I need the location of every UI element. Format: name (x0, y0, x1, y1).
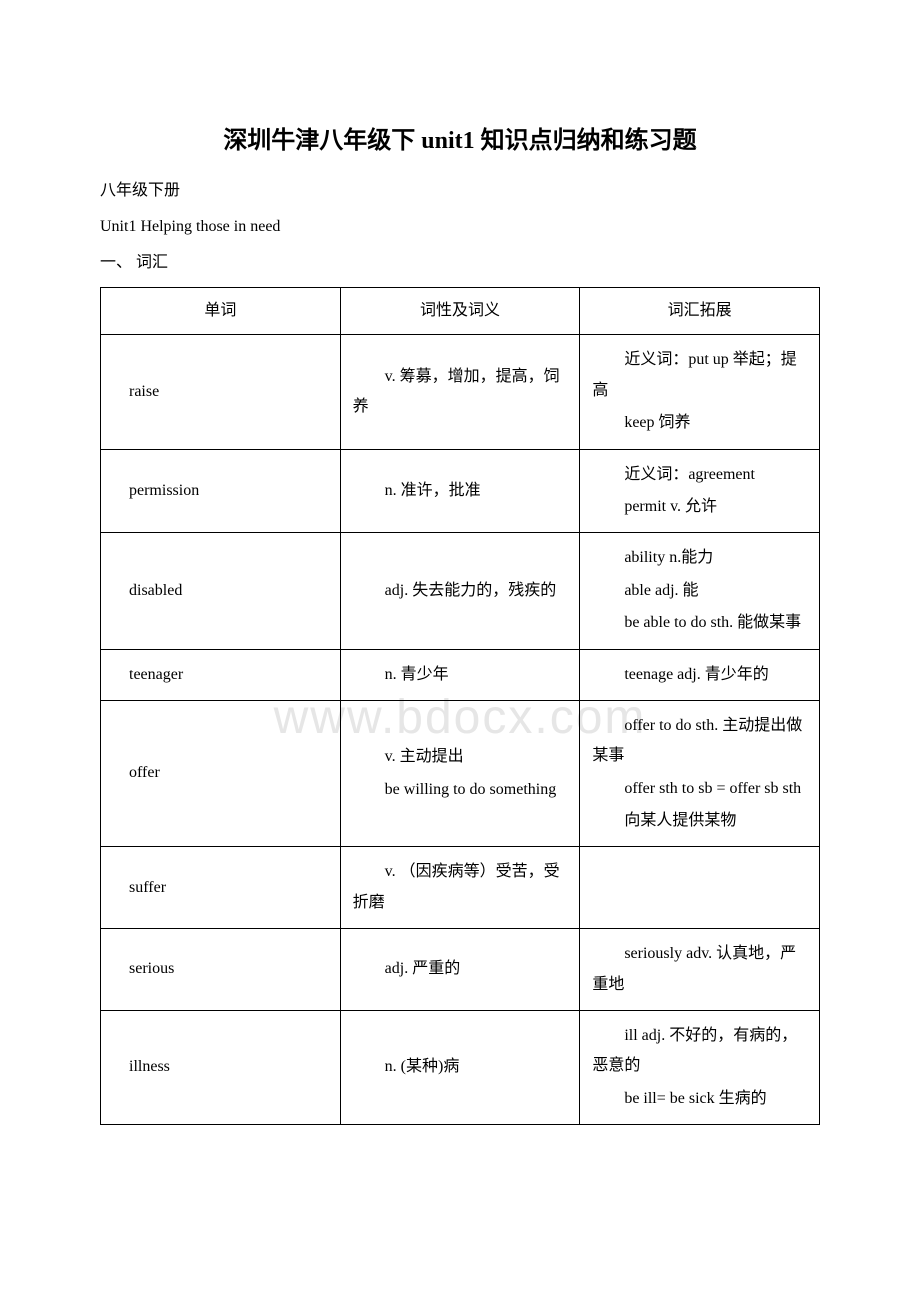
ext-text: offer sth to sb = offer sb sth (592, 774, 811, 804)
ext-text: permit v. 允许 (592, 492, 811, 522)
def-text: n. (某种)病 (353, 1052, 572, 1082)
cell-word: raise (101, 335, 341, 449)
table-row: raise v. 筹募，增加，提高，饲养 近义词：put up 举起；提高 ke… (101, 335, 820, 449)
def-text: n. 准许，批准 (353, 476, 572, 506)
header-definition: 词性及词义 (340, 288, 580, 335)
ext-text: keep 饲养 (592, 408, 811, 438)
cell-word: illness (101, 1011, 341, 1125)
ext-text: 近义词：put up 举起；提高 (592, 345, 811, 406)
cell-extension: offer to do sth. 主动提出做某事 offer sth to sb… (580, 700, 820, 847)
cell-word: disabled (101, 533, 341, 649)
ext-text: ill adj. 不好的，有病的，恶意的 (592, 1021, 811, 1082)
def-text: be willing to do something (353, 775, 572, 805)
document-title: 深圳牛津八年级下 unit1 知识点归纳和练习题 (100, 120, 820, 155)
page-content: 深圳牛津八年级下 unit1 知识点归纳和练习题 八年级下册 Unit1 Hel… (0, 0, 920, 1185)
ext-text: seriously adv. 认真地，严重地 (592, 939, 811, 1000)
header-word: 单词 (101, 288, 341, 335)
cell-extension: seriously adv. 认真地，严重地 (580, 929, 820, 1011)
header-extension: 词汇拓展 (580, 288, 820, 335)
def-text: n. 青少年 (353, 660, 572, 690)
table-header-row: 单词 词性及词义 词汇拓展 (101, 288, 820, 335)
vocab-table: 单词 词性及词义 词汇拓展 raise v. 筹募，增加，提高，饲养 近义词：p… (100, 287, 820, 1125)
cell-word: permission (101, 449, 341, 533)
table-row: illness n. (某种)病 ill adj. 不好的，有病的，恶意的 be… (101, 1011, 820, 1125)
cell-word: teenager (101, 649, 341, 700)
ext-text: 近义词：agreement (592, 460, 811, 490)
cell-definition: n. 准许，批准 (340, 449, 580, 533)
ext-text: ability n.能力 (592, 543, 811, 573)
cell-word: suffer (101, 847, 341, 929)
cell-definition: v. 筹募，增加，提高，饲养 (340, 335, 580, 449)
cell-definition: adj. 严重的 (340, 929, 580, 1011)
subtitle-grade: 八年级下册 (100, 179, 820, 203)
cell-extension: 近义词：agreement permit v. 允许 (580, 449, 820, 533)
cell-extension: teenage adj. 青少年的 (580, 649, 820, 700)
section-heading: 一、 词汇 (100, 251, 820, 275)
cell-word: serious (101, 929, 341, 1011)
cell-definition: adj. 失去能力的，残疾的 (340, 533, 580, 649)
ext-text: teenage adj. 青少年的 (592, 660, 811, 690)
cell-word: offer (101, 700, 341, 847)
cell-extension: 近义词：put up 举起；提高 keep 饲养 (580, 335, 820, 449)
cell-extension (580, 847, 820, 929)
cell-definition: v. 主动提出 be willing to do something (340, 700, 580, 847)
table-row: suffer v. （因疾病等）受苦，受折磨 (101, 847, 820, 929)
cell-extension: ill adj. 不好的，有病的，恶意的 be ill= be sick 生病的 (580, 1011, 820, 1125)
ext-text: 向某人提供某物 (592, 806, 811, 836)
subtitle-unit: Unit1 Helping those in need (100, 215, 820, 239)
table-row: teenager n. 青少年 teenage adj. 青少年的 (101, 649, 820, 700)
cell-definition: n. (某种)病 (340, 1011, 580, 1125)
def-text: v. 主动提出 (353, 742, 572, 772)
table-row: offer v. 主动提出 be willing to do something… (101, 700, 820, 847)
ext-text: be able to do sth. 能做某事 (592, 608, 811, 638)
def-text: adj. 严重的 (353, 954, 572, 984)
def-text: v. （因疾病等）受苦，受折磨 (353, 857, 572, 918)
cell-definition: n. 青少年 (340, 649, 580, 700)
cell-definition: v. （因疾病等）受苦，受折磨 (340, 847, 580, 929)
def-text: adj. 失去能力的，残疾的 (353, 576, 572, 606)
def-text: v. 筹募，增加，提高，饲养 (353, 362, 572, 423)
table-row: disabled adj. 失去能力的，残疾的 ability n.能力 abl… (101, 533, 820, 649)
ext-text: be ill= be sick 生病的 (592, 1084, 811, 1114)
cell-extension: ability n.能力 able adj. 能 be able to do s… (580, 533, 820, 649)
table-row: serious adj. 严重的 seriously adv. 认真地，严重地 (101, 929, 820, 1011)
table-row: permission n. 准许，批准 近义词：agreement permit… (101, 449, 820, 533)
ext-text: able adj. 能 (592, 576, 811, 606)
ext-text: offer to do sth. 主动提出做某事 (592, 711, 811, 772)
